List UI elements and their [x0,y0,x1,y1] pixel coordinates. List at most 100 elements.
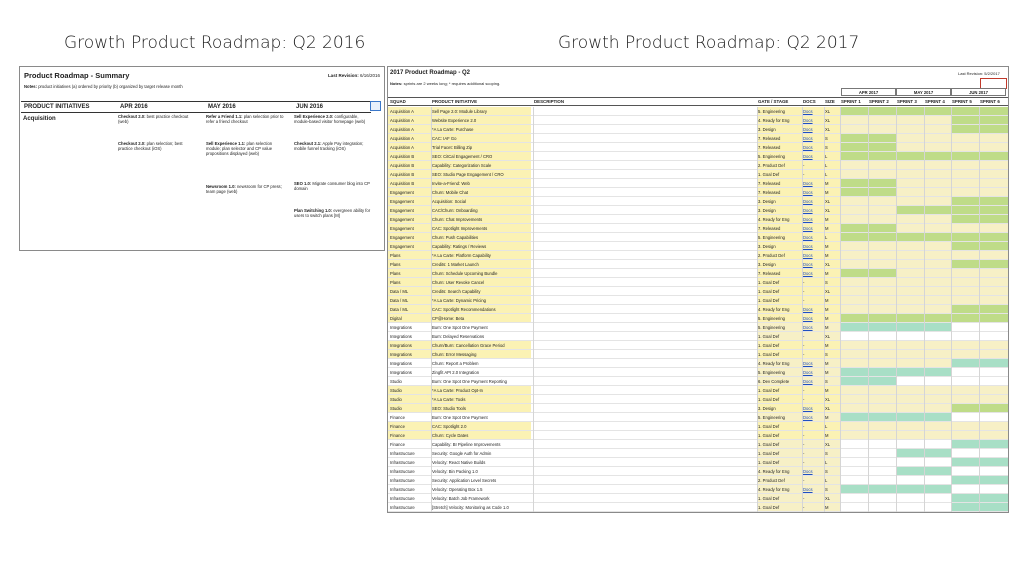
selected-cell[interactable] [370,101,381,111]
docs-cell[interactable]: Docs [803,217,813,222]
docs-cell[interactable]: Docs [803,208,813,213]
initiative-cell: Churn: Schedule Upcoming Bundle [432,271,498,276]
group-acquisition: Acquisition [23,116,56,122]
docs-cell[interactable]: Docs [803,127,813,132]
stage-cell: 7. Released [758,271,781,276]
docs-cell[interactable]: Docs [803,199,813,204]
column-header-sprint-2: SPRINT 2 [869,99,889,104]
size-cell: M [825,343,829,348]
initiative-name: Refer a Friend 1.1: [206,114,243,119]
column-header-sprint-3: SPRINT 3 [897,99,917,104]
size-cell: XL [825,199,831,204]
docs-cell[interactable]: Docs [803,244,813,249]
month-jun-2017: JUN 2017 [951,88,1006,96]
docs-cell[interactable]: Docs [803,307,813,312]
squad-cell: Studio [390,379,402,384]
docs-cell[interactable]: Docs [803,271,813,276]
size-cell: S [825,451,828,456]
squad-cell: Finance [390,415,405,420]
column-header-squad: SQUAD [390,99,406,104]
initiative-cell: Churn: Mobile Chat [432,190,469,195]
squad-cell: Plans [390,280,401,285]
stage-cell: 5. Engineering [758,154,786,159]
column-header-size: SIZE [825,99,835,104]
docs-cell[interactable]: Docs [803,316,813,321]
initiative-cell: Capability: Ratings / Reviews [432,244,487,249]
squad-cell: Integrations [390,370,412,375]
docs-cell[interactable]: Docs [803,154,813,159]
stage-cell: 7. Released [758,226,781,231]
squad-cell: Finance [390,424,405,429]
squad-cell: Plans [390,262,401,267]
stage-cell: 5. Engineering [758,109,786,114]
docs-cell[interactable]: Docs [803,226,813,231]
size-cell: M [825,271,829,276]
stage-cell: 5. Engineering [758,325,786,330]
stage-cell: 3. Design [758,127,776,132]
docs-cell[interactable]: Docs [803,145,813,150]
docs-cell: - [803,478,805,483]
initiative-cell: *A La Carte: Platform Capability [432,253,491,258]
initiative-cell: Churn: Report a Problem [432,361,479,366]
initiative-description: configurable, module-based visitor homep… [294,114,366,124]
size-cell: M [825,361,829,366]
docs-cell[interactable]: Docs [803,379,813,384]
squad-cell: Engagement [390,217,414,222]
stage-cell: 3. Design [758,208,776,213]
initiative-may-3: Newsroom 1.0: newsroom for CP press; tea… [206,184,284,194]
docs-cell[interactable]: Docs [803,262,813,267]
docs-cell[interactable]: Docs [803,325,813,330]
docs-cell[interactable]: Docs [803,415,813,420]
initiative-cell: Sell Page 2.0: Module Library [432,109,487,114]
squad-cell: Infrastructure [390,505,415,510]
size-cell: M [825,388,829,393]
initiative-apr-1: Checkout 2.0: best practice checkout (we… [118,114,196,124]
initiative-cell: Acquisition: Social [432,199,466,204]
initiative-name: Sell Experience 1.1: [206,141,246,146]
squad-cell: Acquisition A [390,136,414,141]
stage-cell: 1. Goal Def [758,505,780,510]
docs-cell[interactable]: Docs [803,361,813,366]
sheet-2017-notes: Notes: sprints are 2 weeks long; * requi… [390,81,501,86]
initiative-description: plan selection; best practice checkout (… [118,141,183,151]
docs-cell: - [803,280,805,285]
squad-cell: Acquisition A [390,109,414,114]
squad-cell: Data / ML [390,307,409,312]
docs-cell[interactable]: Docs [803,487,813,492]
squad-cell: Acquisition B [390,163,415,168]
docs-cell[interactable]: Docs [803,109,813,114]
size-cell: XL [825,496,831,501]
size-cell: XL [825,262,831,267]
docs-cell: - [803,334,805,339]
squad-cell: Acquisition B [390,181,415,186]
docs-cell[interactable]: Docs [803,235,813,240]
docs-cell[interactable]: Docs [803,190,813,195]
size-cell: M [825,370,829,375]
column-header-sprint-4: SPRINT 4 [925,99,945,104]
docs-cell: - [803,172,805,177]
initiative-cell: Trial Facet: Billing Zip [432,145,473,150]
size-cell: S [825,280,828,285]
docs-cell[interactable]: Docs [803,118,813,123]
stage-cell: 4. Ready for Eng [758,469,790,474]
stage-cell: 3. Design [758,262,776,267]
size-cell: L [825,424,828,429]
squad-cell: Integrations [390,334,412,339]
header-apr-2016: APR 2016 [120,104,148,110]
squad-cell: Data / ML [390,289,409,294]
size-cell: L [825,235,828,240]
squad-cell: Acquisition A [390,118,414,123]
docs-cell[interactable]: Docs [803,136,813,141]
initiative-cell: Zingfit API 2.0 Integration [432,370,480,375]
docs-cell[interactable]: Docs [803,469,813,474]
stage-cell: 7. Released [758,145,781,150]
docs-cell[interactable]: Docs [803,370,813,375]
size-cell: S [825,352,828,357]
initiative-cell: SEO: CitCal Engagement / CRO [432,154,493,159]
size-cell: XL [825,442,831,447]
docs-cell[interactable]: Docs [803,253,813,258]
docs-cell[interactable]: Docs [803,181,813,186]
roadmap-2016-sheet: Product Roadmap - Summary Last Revision:… [19,66,385,251]
size-cell: M [825,307,829,312]
docs-cell[interactable]: Docs [803,406,813,411]
